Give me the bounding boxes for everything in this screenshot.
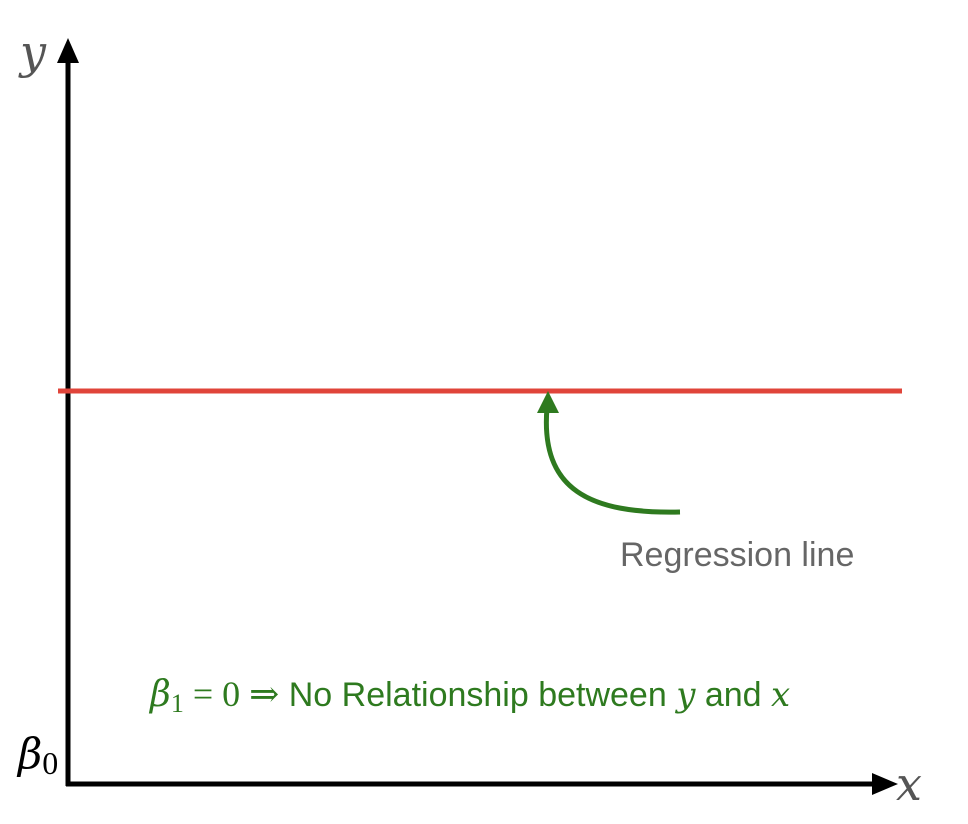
regression-line-label: Regression line [620,536,854,574]
relationship-statement: β1 = 0 ⇒ No Relationship between y and x [148,674,790,718]
statement-beta-subscript: 1 [171,689,184,718]
x-axis-label: x [896,757,922,811]
annotation-arrow [543,407,681,515]
intercept-subscript: 0 [42,745,58,781]
statement-var-x: x [771,675,790,715]
y-axis-arrowhead [57,38,79,63]
statement-text-and: and [695,676,771,714]
statement-text-before: No Relationship between [279,676,676,714]
statement-equals-zero: = 0 ⇒ [184,674,279,714]
x-axis-arrowhead [872,773,898,795]
annotation-arrowhead [537,391,559,413]
intercept-beta: β [16,729,42,778]
y-axis-label: y [18,25,47,79]
statement-var-y: y [674,675,696,715]
intercept-label: β0 [16,729,58,781]
statement-beta: β [148,674,171,715]
